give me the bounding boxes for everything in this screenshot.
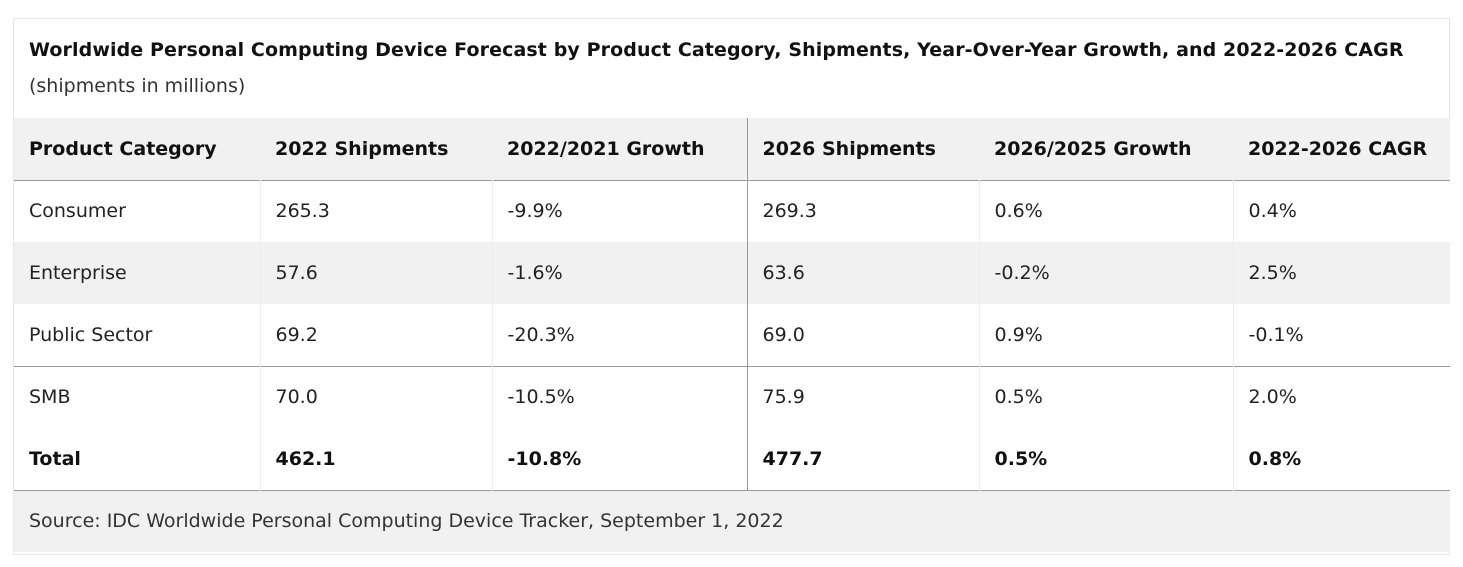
table-row: Enterprise 57.6 -1.6% 63.6 -0.2% 2.5% (14, 242, 1450, 304)
header-2026-shipments: 2026 Shipments (746, 118, 979, 180)
header-2026-2025-growth: 2026/2025 Growth (979, 118, 1233, 180)
cell-category: Consumer (14, 180, 260, 242)
cell-2026-growth: -0.2% (978, 242, 1233, 304)
header-2022-2021-growth: 2022/2021 Growth (492, 118, 747, 180)
cell-2022-growth: -10.5% (491, 365, 747, 428)
cell-cagr: -0.1% (1232, 304, 1450, 366)
cell-2026-growth: 0.9% (978, 304, 1233, 366)
cell-category: Enterprise (14, 242, 260, 304)
header-2022-shipments: 2022 Shipments (260, 118, 492, 180)
cell-2026-growth: 0.6% (978, 180, 1233, 242)
forecast-table-container: Worldwide Personal Computing Device Fore… (13, 18, 1450, 555)
table-caption: Worldwide Personal Computing Device Fore… (14, 19, 1449, 118)
cell-2026-shipments: 75.9 (746, 365, 979, 428)
cell-2022-shipments: 265.3 (259, 180, 492, 242)
cell-2026-shipments: 69.0 (746, 304, 979, 366)
table-subtitle: (shipments in millions) (29, 75, 246, 97)
cell-2022-shipments: 57.6 (259, 242, 492, 304)
cell-2026-growth: 0.5% (978, 365, 1233, 428)
total-row: Total 462.1 -10.8% 477.7 0.5% 0.8% (14, 428, 1450, 490)
cell-cagr: 2.0% (1232, 365, 1450, 428)
table-row: Consumer 265.3 -9.9% 269.3 0.6% 0.4% (14, 180, 1450, 242)
total-2022-shipments: 462.1 (259, 428, 492, 490)
cell-2026-shipments: 269.3 (746, 180, 979, 242)
cell-2022-shipments: 69.2 (259, 304, 492, 366)
source-note: Source: IDC Worldwide Personal Computing… (14, 489, 1450, 552)
cell-category: Public Sector (14, 304, 260, 366)
cell-cagr: 0.4% (1232, 180, 1450, 242)
cell-2022-growth: -1.6% (491, 242, 747, 304)
cell-2026-shipments: 63.6 (746, 242, 979, 304)
table-title: Worldwide Personal Computing Device Fore… (29, 39, 1404, 61)
table-row: SMB 70.0 -10.5% 75.9 0.5% 2.0% (14, 365, 1450, 428)
header-row: Product Category 2022 Shipments 2022/202… (14, 118, 1450, 180)
forecast-table: Product Category 2022 Shipments 2022/202… (14, 118, 1450, 552)
cell-category: SMB (14, 365, 260, 428)
cell-cagr: 2.5% (1232, 242, 1450, 304)
cell-2022-growth: -9.9% (491, 180, 747, 242)
header-cagr: 2022-2026 CAGR (1233, 118, 1450, 180)
source-row: Source: IDC Worldwide Personal Computing… (14, 489, 1450, 552)
table-row: Public Sector 69.2 -20.3% 69.0 0.9% -0.1… (14, 304, 1450, 366)
total-cagr: 0.8% (1232, 428, 1450, 490)
total-2026-growth: 0.5% (978, 428, 1233, 490)
header-product-category: Product Category (14, 118, 260, 180)
total-2026-shipments: 477.7 (746, 428, 979, 490)
total-2022-growth: -10.8% (491, 428, 747, 490)
total-label: Total (14, 428, 260, 490)
cell-2022-growth: -20.3% (491, 304, 747, 366)
cell-2022-shipments: 70.0 (259, 365, 492, 428)
